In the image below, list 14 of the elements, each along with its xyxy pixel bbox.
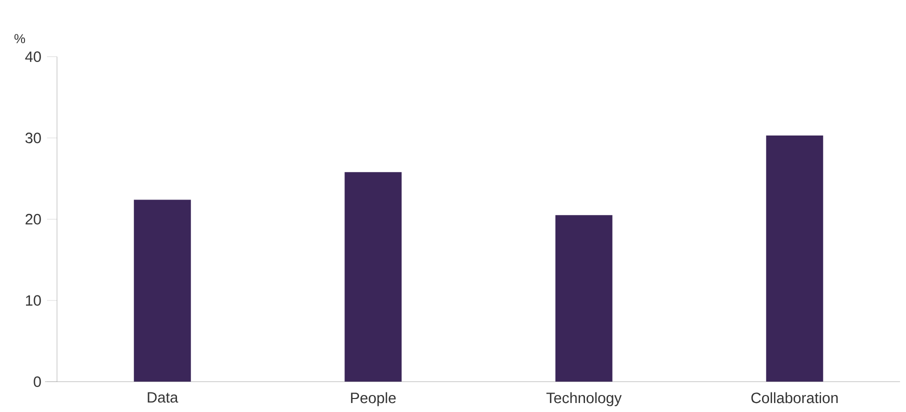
y-tick-label: 30 (25, 132, 41, 144)
bar (344, 172, 402, 382)
x-tick-label: Data (148, 392, 178, 403)
x-tick-label: People (351, 392, 396, 406)
bar (134, 200, 191, 382)
y-tick-label: 0 (34, 376, 41, 387)
x-tick-label: Technology (546, 392, 622, 406)
y-tick-label: 20 (26, 214, 41, 224)
y-tick-label: 40 (25, 51, 41, 62)
bar (766, 136, 824, 382)
x-tick-label: Collaboration (751, 392, 838, 404)
bar (555, 215, 612, 382)
y-axis-title: % (14, 34, 26, 44)
y-tick-label: 10 (26, 295, 41, 306)
